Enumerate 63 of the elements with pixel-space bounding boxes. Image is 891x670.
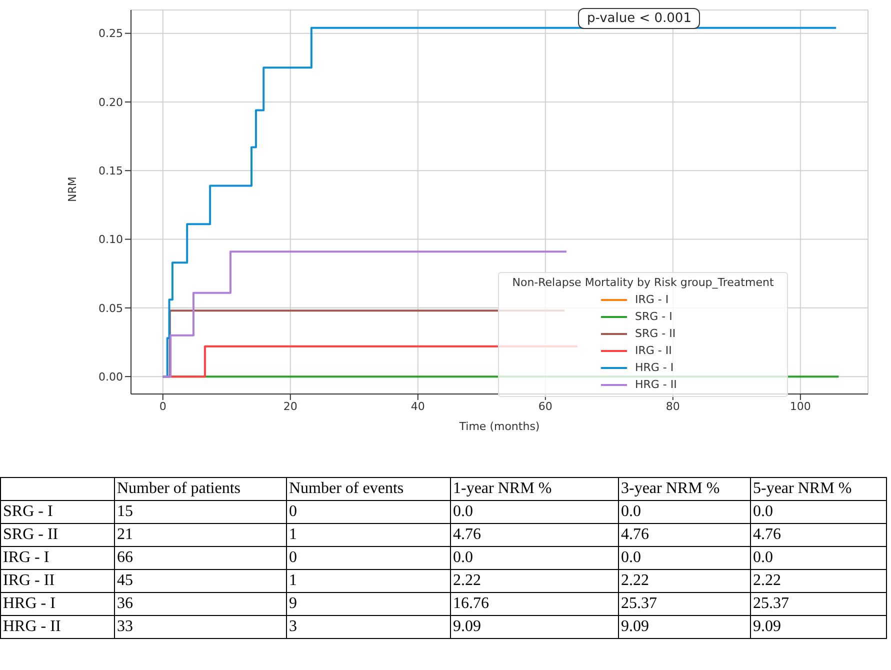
x-tick-label: 0 xyxy=(159,400,166,413)
legend-label: SRG - II xyxy=(635,327,677,340)
data-label: 15 xyxy=(114,500,286,524)
data-label: 25.37 xyxy=(750,592,886,616)
data-label: 25.37 xyxy=(618,592,750,616)
data-label: 0.0 xyxy=(750,500,886,524)
x-axis-title: Time (months) xyxy=(458,420,540,433)
y-tick-label: HRG - I xyxy=(0,592,114,616)
data-label: 0.0 xyxy=(450,546,618,570)
y-tick-label: SRG - I xyxy=(0,500,114,524)
y-tick-label: 0.10 xyxy=(98,233,123,246)
data-label: 16.76 xyxy=(450,592,618,616)
data-label: 0 xyxy=(286,546,450,570)
x-tick-label: 1-year NRM % xyxy=(450,478,618,500)
y-tick-label: 0.05 xyxy=(98,302,123,315)
x-tick-label: Number of events xyxy=(286,478,450,500)
x-tick-label: 80 xyxy=(666,400,680,413)
x-tick-label: 3-year NRM % xyxy=(618,478,750,500)
data-label: 0 xyxy=(286,500,450,524)
data-label: 36 xyxy=(114,592,286,616)
legend-label: HRG - II xyxy=(635,378,678,391)
data-label: 4.76 xyxy=(750,524,886,546)
legend-label: SRG - I xyxy=(635,310,674,323)
y-tick-label: IRG - II xyxy=(0,570,114,592)
data-label: 3 xyxy=(286,616,450,638)
y-tick-label: 0.20 xyxy=(98,96,123,109)
legend-label: IRG - I xyxy=(635,293,670,306)
y-tick-label: 0.25 xyxy=(98,27,123,40)
x-tick-label: 40 xyxy=(410,400,425,413)
y-tick-label: SRG - II xyxy=(0,524,114,546)
y-tick-label: 0.00 xyxy=(98,370,123,384)
data-label: 2.22 xyxy=(750,570,886,592)
x-tick-label: 100 xyxy=(790,400,811,413)
data-label: 9.09 xyxy=(750,616,886,638)
data-label: 9.09 xyxy=(618,616,750,638)
legend-label: HRG - I xyxy=(635,361,675,374)
data-label: 9 xyxy=(286,592,450,616)
x-tick-label: 60 xyxy=(538,400,552,413)
data-label: 1 xyxy=(286,524,450,546)
data-label: 0.0 xyxy=(450,500,618,524)
x-tick-label: Number of patients xyxy=(114,478,286,500)
data-label: 0.0 xyxy=(750,546,886,570)
legend-label: IRG - II xyxy=(635,344,673,357)
y-axis-title: NRM xyxy=(66,176,79,202)
data-label: 33 xyxy=(114,616,286,638)
data-label: 2.22 xyxy=(618,570,750,592)
data-label: 45 xyxy=(114,570,286,592)
data-label: 21 xyxy=(114,524,286,546)
data-label: 0.0 xyxy=(618,500,750,524)
x-tick-label: 20 xyxy=(283,400,298,413)
data-label: 66 xyxy=(114,546,286,570)
data-label: 4.76 xyxy=(450,524,618,546)
x-tick-label: 5-year NRM % xyxy=(750,478,886,500)
data-label: 4.76 xyxy=(618,524,750,546)
legend-title: Non-Relapse Mortality by Risk group_Treatment xyxy=(511,276,775,289)
y-tick-label: HRG - II xyxy=(0,616,114,638)
data-label: 9.09 xyxy=(450,616,618,638)
data-label: 0.0 xyxy=(618,546,750,570)
data-label: 1 xyxy=(286,570,450,592)
data-label: 2.22 xyxy=(450,570,618,592)
annotation: p-value < 0.001 xyxy=(578,8,700,29)
y-tick-label: 0.15 xyxy=(98,164,123,178)
y-tick-label: IRG - I xyxy=(0,546,114,570)
